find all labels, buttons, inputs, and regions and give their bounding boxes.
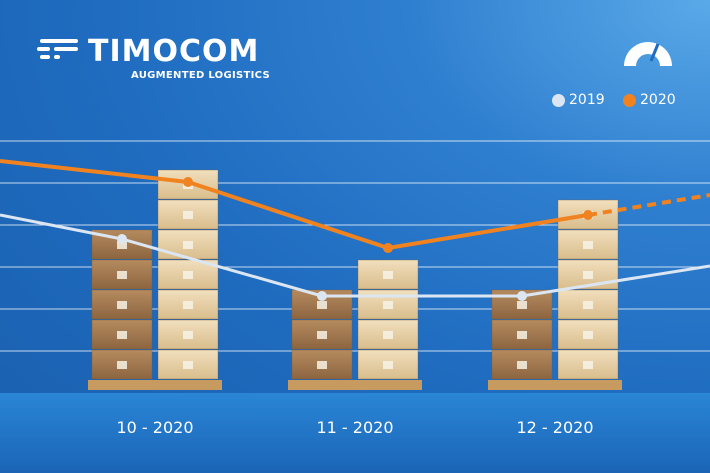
box-label <box>117 271 127 279</box>
box-label <box>117 301 127 309</box>
legend-label-2020: 2020 <box>640 92 676 108</box>
box-stack-2020 <box>354 259 422 390</box>
box-label <box>583 241 593 249</box>
series-lines <box>0 159 710 301</box>
box-label <box>183 331 193 339</box>
legend-item-2020: 2020 <box>623 92 676 108</box>
timocom-logo-icon <box>37 39 78 59</box>
data-point-2020 <box>383 243 393 253</box>
brand-tagline: AUGMENTED LOGISTICS <box>131 70 270 81</box>
box-stack-2020 <box>154 169 222 390</box>
box <box>91 289 153 320</box>
box-stack-2019 <box>88 229 156 390</box>
box-label <box>183 211 193 219</box>
pallet <box>488 380 556 390</box>
x-tick-labels: 10 - 2020 11 - 2020 12 - 2020 <box>116 418 593 437</box>
pallet <box>554 380 622 390</box>
box <box>291 319 353 350</box>
x-tick-label: 10 - 2020 <box>116 418 193 437</box>
box-label <box>583 301 593 309</box>
box-label <box>383 301 393 309</box>
legend-item-2019: 2019 <box>552 92 605 108</box>
box-label <box>583 271 593 279</box>
box-label <box>183 271 193 279</box>
box-label <box>517 361 527 369</box>
box-label <box>183 301 193 309</box>
box-label <box>117 331 127 339</box>
box-label <box>183 361 193 369</box>
box-stack-2019 <box>288 289 356 390</box>
box-stacks <box>88 169 622 390</box>
gauge-icon <box>624 42 672 66</box>
box-label <box>583 331 593 339</box>
pallet <box>154 380 222 390</box>
data-point-2020 <box>583 210 593 220</box>
box-label <box>583 361 593 369</box>
brand-name: TIMOCOM <box>88 34 260 69</box>
box-label <box>117 241 127 249</box>
pallet <box>88 380 156 390</box>
box-label <box>317 331 327 339</box>
legend-swatch-2019 <box>552 93 565 107</box>
x-tick-label: 12 - 2020 <box>516 418 593 437</box>
data-point-2020 <box>183 177 193 187</box>
box-label <box>317 361 327 369</box>
legend-swatch-2020 <box>623 93 636 107</box>
data-point-2019 <box>117 234 127 244</box>
series-line-2020 <box>0 159 589 250</box>
pallet <box>288 380 356 390</box>
box-label <box>383 331 393 339</box>
pallet <box>354 380 422 390</box>
box <box>91 349 153 380</box>
data-point-2019 <box>517 291 527 301</box>
box-label <box>317 301 327 309</box>
x-tick-label: 11 - 2020 <box>316 418 393 437</box>
box-label <box>517 301 527 309</box>
legend-label-2019: 2019 <box>569 92 605 108</box>
box-label <box>517 331 527 339</box>
box-label <box>117 361 127 369</box>
box-label <box>183 241 193 249</box>
box-label <box>383 361 393 369</box>
series-projection-2020 <box>587 193 710 217</box>
box-stack-2020 <box>554 199 622 390</box>
box-stack-2019 <box>488 289 556 390</box>
data-point-2019 <box>317 291 327 301</box>
floor-band <box>0 393 710 473</box>
box-label <box>383 271 393 279</box>
